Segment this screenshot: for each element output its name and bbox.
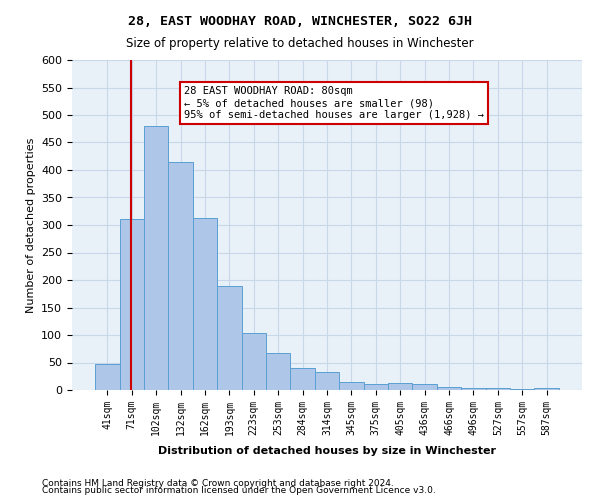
Bar [535,388,559,390]
Y-axis label: Number of detached properties: Number of detached properties [26,138,35,312]
Text: Contains public sector information licensed under the Open Government Licence v3: Contains public sector information licen… [42,486,436,495]
Text: Size of property relative to detached houses in Winchester: Size of property relative to detached ho… [126,38,474,51]
Bar [193,218,217,390]
Text: 28 EAST WOODHAY ROAD: 80sqm
← 5% of detached houses are smaller (98)
95% of semi: 28 EAST WOODHAY ROAD: 80sqm ← 5% of deta… [184,86,484,120]
Bar [412,384,437,390]
Bar [290,368,315,390]
Bar [315,372,339,390]
Bar [95,364,119,390]
Bar [339,382,364,390]
Bar [217,286,242,390]
Bar [144,126,169,390]
Bar [169,162,193,390]
Bar [266,352,290,390]
Bar [485,388,510,390]
Text: Contains HM Land Registry data © Crown copyright and database right 2024.: Contains HM Land Registry data © Crown c… [42,478,394,488]
Bar [388,383,412,390]
Bar [242,334,266,390]
Bar [364,384,388,390]
Bar [461,388,485,390]
Bar [510,389,535,390]
Bar [119,219,144,390]
Bar [437,386,461,390]
Text: 28, EAST WOODHAY ROAD, WINCHESTER, SO22 6JH: 28, EAST WOODHAY ROAD, WINCHESTER, SO22 … [128,15,472,28]
X-axis label: Distribution of detached houses by size in Winchester: Distribution of detached houses by size … [158,446,496,456]
